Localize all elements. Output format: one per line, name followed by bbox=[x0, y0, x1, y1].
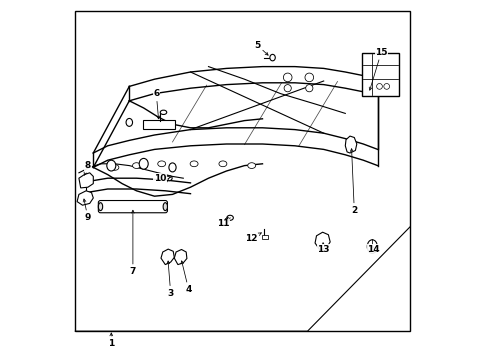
Polygon shape bbox=[79, 173, 93, 188]
Ellipse shape bbox=[163, 203, 167, 211]
Ellipse shape bbox=[190, 161, 198, 167]
Polygon shape bbox=[161, 249, 174, 265]
Polygon shape bbox=[174, 249, 186, 265]
Text: 10: 10 bbox=[153, 174, 170, 183]
Ellipse shape bbox=[226, 215, 233, 220]
Text: 14: 14 bbox=[366, 245, 379, 253]
FancyBboxPatch shape bbox=[362, 53, 398, 96]
Text: 9: 9 bbox=[83, 199, 91, 222]
Polygon shape bbox=[314, 232, 329, 250]
Ellipse shape bbox=[132, 163, 140, 168]
FancyBboxPatch shape bbox=[142, 120, 175, 129]
Text: 8: 8 bbox=[84, 161, 91, 175]
Ellipse shape bbox=[219, 161, 226, 167]
Ellipse shape bbox=[111, 165, 119, 170]
Circle shape bbox=[283, 73, 291, 82]
Ellipse shape bbox=[106, 160, 116, 171]
Ellipse shape bbox=[98, 203, 102, 211]
Text: 6: 6 bbox=[153, 89, 159, 119]
Text: 2: 2 bbox=[349, 149, 357, 215]
Bar bbox=[261, 235, 267, 239]
Circle shape bbox=[305, 73, 313, 82]
Ellipse shape bbox=[366, 240, 377, 253]
Polygon shape bbox=[345, 136, 356, 153]
Ellipse shape bbox=[165, 176, 172, 181]
Ellipse shape bbox=[158, 161, 165, 167]
Text: 13: 13 bbox=[317, 243, 329, 253]
Circle shape bbox=[305, 85, 312, 92]
Bar bbox=[75, 11, 409, 331]
Text: 4: 4 bbox=[181, 261, 191, 294]
Text: 3: 3 bbox=[166, 261, 173, 298]
Circle shape bbox=[383, 84, 389, 89]
Ellipse shape bbox=[139, 158, 148, 169]
FancyBboxPatch shape bbox=[98, 201, 167, 213]
Ellipse shape bbox=[168, 163, 176, 172]
Text: 11: 11 bbox=[216, 217, 229, 228]
Text: 5: 5 bbox=[253, 40, 267, 55]
Ellipse shape bbox=[126, 118, 132, 126]
Ellipse shape bbox=[160, 110, 166, 114]
Circle shape bbox=[284, 85, 291, 92]
Text: 15: 15 bbox=[368, 48, 387, 90]
Ellipse shape bbox=[247, 163, 255, 168]
Text: 12: 12 bbox=[245, 233, 261, 243]
Polygon shape bbox=[77, 191, 93, 205]
Text: 7: 7 bbox=[129, 210, 136, 276]
Ellipse shape bbox=[269, 54, 275, 61]
Text: 1: 1 bbox=[108, 333, 114, 348]
Circle shape bbox=[376, 84, 382, 89]
